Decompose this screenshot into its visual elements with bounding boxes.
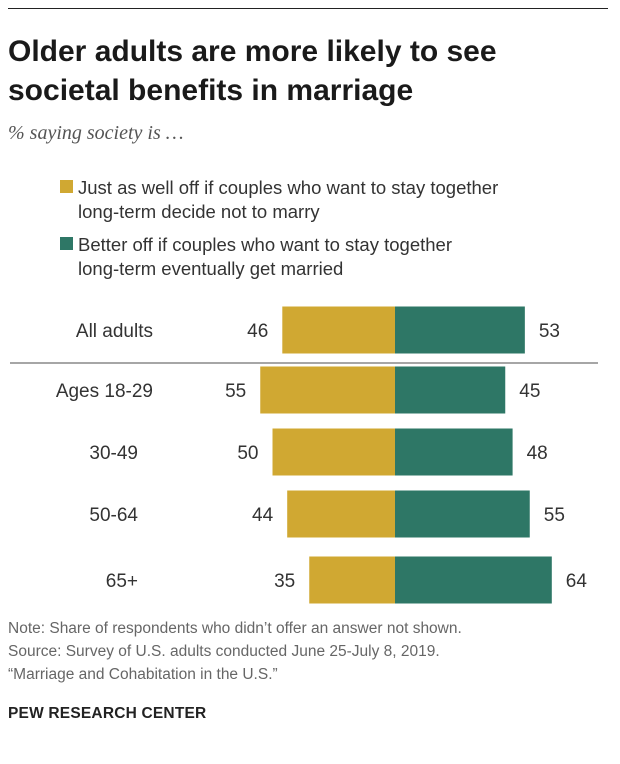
bar-just-as-well-off: [272, 428, 395, 476]
top-rule: [8, 8, 608, 9]
value-label-just-as-well-off: 55: [225, 381, 246, 402]
bar-better-off: [395, 490, 530, 538]
legend-swatch-gold: [60, 180, 73, 193]
value-label-better-off: 55: [544, 505, 565, 526]
source-text: Source: Survey of U.S. adults conducted …: [8, 643, 440, 660]
legend-label-line: long-term decide not to marry: [78, 201, 320, 222]
bar-just-as-well-off: [260, 366, 395, 414]
category-label: 50-64: [89, 505, 138, 526]
bar-just-as-well-off: [309, 556, 395, 604]
bar-better-off: [395, 556, 552, 604]
category-label: 65+: [106, 571, 138, 592]
diverging-bar-chart: 46 53 All adults 55 45 Ages 18-29 50 48 30-49 44 5…: [10, 306, 598, 604]
value-label-better-off: 45: [519, 381, 540, 402]
bar-better-off: [395, 428, 513, 476]
value-label-better-off: 53: [539, 321, 560, 342]
category-label: Ages 18-29: [56, 381, 153, 402]
pew-research-center-logo: PEW RESEARCH CENTER: [8, 705, 207, 722]
chart-notes: Note: Share of respondents who didn’t of…: [8, 617, 608, 686]
legend-label: Just as well off if couples who want to …: [78, 176, 498, 224]
legend-label: Better off if couples who want to stay t…: [78, 233, 452, 281]
value-label-just-as-well-off: 35: [274, 571, 295, 592]
legend-label-line: Better off if couples who want to stay t…: [78, 234, 452, 255]
bar-just-as-well-off: [282, 306, 395, 354]
category-label: 30-49: [89, 443, 138, 464]
legend-label-line: Just as well off if couples who want to …: [78, 177, 499, 198]
legend-swatch-green: [60, 237, 73, 250]
value-label-just-as-well-off: 44: [252, 505, 274, 526]
chart-title: Older adults are more likely to see soci…: [8, 35, 497, 107]
category-label: All adults: [76, 321, 153, 342]
bar-just-as-well-off: [287, 490, 395, 538]
chart-subtitle: % saying society is …: [8, 122, 184, 144]
bar-better-off: [395, 366, 506, 414]
value-label-just-as-well-off: 50: [237, 443, 258, 464]
value-label-better-off: 48: [527, 443, 548, 464]
report-title-text: “Marriage and Cohabitation in the U.S.”: [8, 666, 278, 683]
bar-better-off: [395, 306, 525, 354]
value-label-better-off: 64: [566, 571, 588, 592]
note-text: Note: Share of respondents who didn’t of…: [8, 620, 462, 637]
legend-label-line: long-term eventually get married: [78, 258, 344, 279]
value-label-just-as-well-off: 46: [247, 321, 268, 342]
